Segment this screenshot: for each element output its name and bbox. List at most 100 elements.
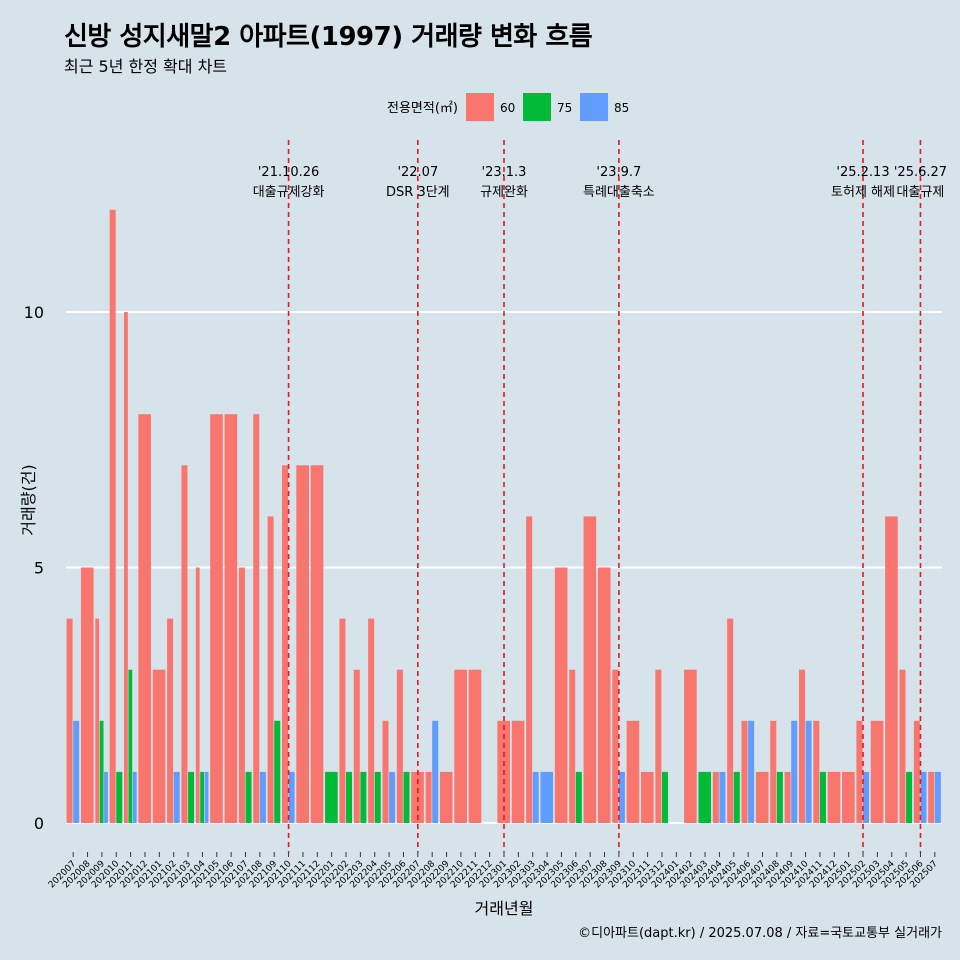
legend-swatch-85 [580,93,608,121]
bar-202011-75 [128,669,133,823]
legend-label-75: 75 [557,101,572,115]
bar-202504-60 [885,516,898,823]
bar-202102-85 [173,771,180,823]
chart-title: 신방 성지새말2 아파트(1997) 거래량 변화 흐름 [64,22,593,52]
bar-202303-60 [526,516,533,823]
bar-202304-85 [540,771,554,823]
chart-subtitle: 최근 5년 한정 확대 차트 [64,57,228,76]
bar-202011-60 [124,312,128,823]
bar-202506-60 [913,720,920,823]
bar-202311-60 [641,771,654,823]
bar-202505-75 [906,771,913,823]
bar-202306-60 [569,669,576,823]
bar-202104-75 [200,771,205,823]
bar-202412-60 [827,771,841,823]
event-date-label-5: '25.6.27 [894,165,947,180]
bar-202210-60 [454,669,467,823]
bar-202505-60 [899,669,906,823]
bar-202108-60 [253,414,260,823]
event-label-4: 토허제 해제 [831,185,895,200]
event-label-5: 대출규제 [897,185,945,200]
bar-202206-75 [403,771,410,823]
event-date-label-1: '22.07 [397,165,438,180]
bar-202303-85 [532,771,539,823]
bar-202406-85 [748,720,755,823]
bar-202208-85 [432,720,439,823]
chart-caption: ©디아파트(dapt.kr) / 2025.07.08 / 자료=국토교통부 실… [578,926,942,941]
bar-202309-85 [618,771,625,823]
bar-202012-60 [138,414,151,823]
bar-202208-60 [425,771,432,823]
bar-202009-85 [104,771,108,823]
bar-202205-60 [382,720,389,823]
bar-202407-60 [755,771,769,823]
bar-202410-85 [805,720,812,823]
bar-202503-60 [870,720,884,823]
bar-202010-75 [116,771,123,823]
bar-202305-60 [554,567,568,823]
bar-202406-60 [741,720,748,823]
bar-202203-75 [360,771,367,823]
bar-202103-75 [188,771,195,823]
bar-202404-60 [712,771,719,823]
bar-202007-85 [73,720,80,823]
bar-202010-60 [109,209,116,824]
bar-202302-60 [511,720,525,823]
bar-202206-60 [396,669,403,823]
bar-202111-60 [296,465,309,823]
bar-202408-60 [770,720,777,823]
bar-202109-75 [274,720,281,823]
bar-202102-60 [167,618,174,823]
bar-202405-75 [733,771,740,823]
bar-202502-85 [863,771,870,823]
bar-202009-60 [95,618,100,823]
legend-label-85: 85 [614,101,629,115]
bar-202201-75 [325,771,338,823]
bar-202008-60 [80,567,94,823]
bar-202104-60 [195,567,200,823]
event-date-label-4: '25.2.13 [836,165,889,180]
bar-202108-85 [259,771,266,823]
bar-202110-60 [281,465,288,823]
y-axis-title: 거래량(건) [19,464,38,535]
bar-202009-75 [99,720,104,823]
y-tick-label-10: 10 [24,303,44,322]
event-date-label-3: '23.9.7 [596,165,641,180]
bar-202103-60 [181,465,188,823]
bar-202507-60 [928,771,935,823]
bar-202501-60 [842,771,855,823]
event-label-2: 규제완화 [480,185,528,200]
bar-202405-60 [727,618,734,823]
x-axis-title: 거래년월 [475,899,534,918]
bar-202104-85 [204,771,209,823]
legend-swatch-75 [523,93,551,121]
bar-202402-60 [684,669,697,823]
bar-202007-60 [66,618,73,823]
bar-202106-60 [224,414,238,823]
bar-202105-60 [210,414,223,823]
bar-202408-75 [776,771,783,823]
bar-202502-60 [856,720,863,823]
bar-202109-60 [267,516,274,823]
legend-label-60: 60 [500,101,515,115]
bar-202204-60 [368,618,375,823]
bar-202409-60 [784,771,791,823]
bar-202410-60 [798,669,805,823]
legend-swatch-60 [466,93,494,121]
bar-202110-85 [288,771,295,823]
bar-202411-75 [819,771,826,823]
bar-202409-85 [791,720,798,823]
bar-202209-60 [439,771,453,823]
bar-202306-75 [575,771,582,823]
y-tick-label-0: 0 [34,814,44,833]
bar-202202-75 [346,771,353,823]
bar-202211-60 [468,669,482,823]
bar-202307-60 [583,516,597,823]
bar-202202-60 [339,618,346,823]
bar-202203-60 [353,669,360,823]
bar-202205-85 [389,771,396,823]
bar-202403-75 [698,771,712,823]
bar-202411-60 [813,720,820,823]
bar-202107-75 [245,771,252,823]
